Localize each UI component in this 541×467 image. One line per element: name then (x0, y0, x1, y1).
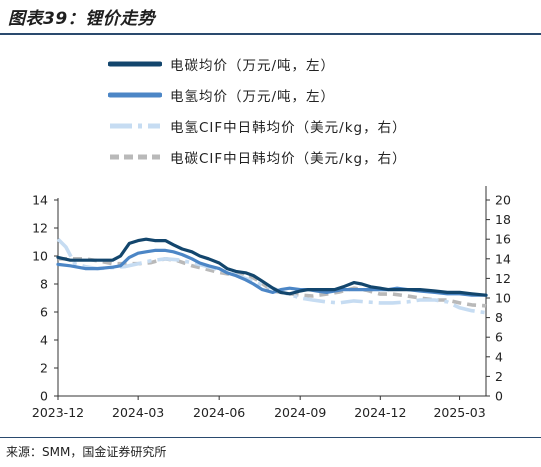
right-y-tick-label: 18 (495, 212, 511, 227)
series-line-carbonate-cif (58, 256, 487, 308)
left-y-tick-label: 2 (40, 361, 48, 376)
series-line-carbonate-domestic (56, 237, 488, 297)
x-tick-label: 2024-06 (193, 405, 245, 420)
legend-swatch-hydroxide-domestic (108, 92, 162, 97)
source-note: 来源：SMM，国金证券研究所 (6, 445, 167, 459)
legend-item-carbonate-domestic: 电碳均价（万元/吨，左） (108, 48, 407, 79)
legend-label-hydroxide-cif: 电氢CIF中日韩均价（美元/kg，右） (170, 119, 407, 136)
right-y-tick-label: 14 (495, 251, 511, 266)
x-tick-label: 2024-12 (354, 405, 406, 420)
x-tick-label: 2025-03 (433, 405, 485, 420)
legend-swatch-carbonate-cif (110, 154, 160, 159)
left-y-tick-label: 10 (32, 249, 48, 264)
x-tick-label: 2024-09 (274, 405, 326, 420)
x-tick-label: 2024-03 (112, 405, 164, 420)
right-y-tick-label: 6 (495, 330, 503, 345)
right-y-tick-label: 4 (495, 349, 503, 364)
series-line-hydroxide-cif (56, 237, 487, 315)
left-y-tick-label: 8 (40, 277, 48, 292)
legend-swatch-hydroxide-cif (110, 123, 160, 128)
legend-swatch-carbonate-domestic (108, 61, 162, 66)
right-y-tick-label: 16 (495, 232, 511, 247)
title-divider (0, 33, 541, 35)
left-y-tick-label: 6 (40, 305, 48, 320)
right-y-tick-label: 10 (495, 291, 511, 306)
chart-title: 图表39：锂价走势 (8, 9, 156, 29)
right-y-tick-label: 20 (495, 193, 511, 208)
right-y-tick-label: 12 (495, 271, 511, 286)
legend-item-hydroxide-cif: 电氢CIF中日韩均价（美元/kg，右） (108, 110, 407, 141)
right-y-tick-label: 8 (495, 310, 503, 325)
left-y-tick-label: 0 (40, 389, 48, 404)
legend-label-hydroxide-domestic: 电氢均价（万元/吨，左） (170, 88, 336, 105)
left-y-tick-label: 12 (32, 221, 48, 236)
x-tick-label: 2023-12 (32, 405, 84, 420)
legend-item-carbonate-cif: 电碳CIF中日韩均价（美元/kg，右） (108, 141, 407, 172)
left-y-tick-label: 4 (40, 333, 48, 348)
right-y-tick-label: 2 (495, 369, 503, 384)
chart-legend: 电碳均价（万元/吨，左） 电氢均价（万元/吨，左） 电氢CIF中日韩均价（美元/… (108, 48, 407, 172)
left-y-tick-label: 14 (32, 193, 48, 208)
right-y-tick-label: 0 (495, 389, 503, 404)
legend-label-carbonate-domestic: 电碳均价（万元/吨，左） (170, 57, 336, 74)
footer-divider (0, 437, 541, 438)
legend-label-carbonate-cif: 电碳CIF中日韩均价（美元/kg，右） (170, 150, 407, 167)
legend-item-hydroxide-domestic: 电氢均价（万元/吨，左） (108, 79, 407, 110)
